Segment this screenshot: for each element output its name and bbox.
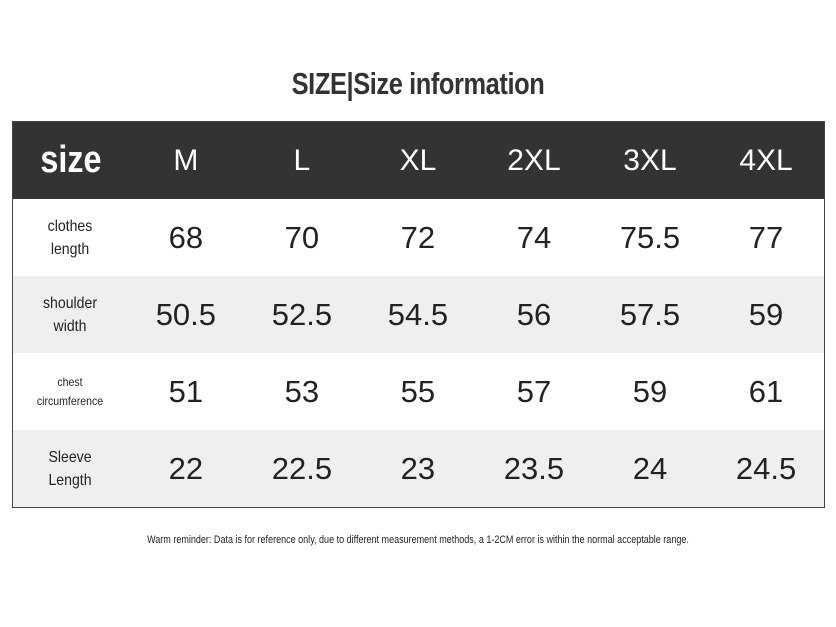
- note: Warm reminder: Data is for reference onl…: [147, 534, 689, 546]
- column-header: 3XL: [623, 143, 677, 177]
- size-table: size M L XL 2XL 3XL 4XL clothes length 68 70 72 74 7…: [12, 121, 825, 508]
- value-cell: 68: [168, 219, 204, 255]
- value-cell: 24: [632, 450, 668, 486]
- corner-label: size: [39, 139, 101, 181]
- column-header: M: [173, 143, 199, 177]
- row-label: chest circumference: [37, 374, 104, 408]
- column-header: XL: [399, 143, 437, 177]
- table-row: clothes length 68 70 72 74 75.5 77: [13, 199, 824, 276]
- value-cell: 53: [284, 373, 320, 409]
- row-label-cell: Sleeve Length: [13, 446, 128, 492]
- column-header: L: [293, 143, 311, 177]
- value-cell: 57.5: [619, 296, 681, 332]
- row-label-cell: shoulder width: [13, 292, 128, 338]
- value-cell: 77: [748, 219, 784, 255]
- row-label: Sleeve Length: [48, 448, 92, 489]
- title: SIZE|Size information: [291, 66, 545, 101]
- corner-cell: size: [13, 139, 128, 181]
- header-row: size M L XL 2XL 3XL 4XL: [13, 122, 824, 199]
- value-cell: 57: [516, 373, 552, 409]
- table-row: shoulder width 50.5 52.5 54.5 56 57.5 59: [13, 276, 824, 353]
- value-cell: 22: [168, 450, 204, 486]
- value-cell: 54.5: [387, 296, 449, 332]
- row-label: clothes length: [48, 217, 93, 258]
- column-header: 4XL: [739, 143, 793, 177]
- value-cell: 75.5: [619, 219, 681, 255]
- row-label-cell: chest circumference: [13, 373, 128, 411]
- value-cell: 23: [400, 450, 436, 486]
- value-cell: 59: [748, 296, 784, 332]
- row-label: shoulder width: [43, 294, 98, 335]
- value-cell: 59: [632, 373, 668, 409]
- row-label-cell: clothes length: [13, 215, 128, 261]
- value-cell: 72: [400, 219, 436, 255]
- value-cell: 52.5: [271, 296, 333, 332]
- value-cell: 74: [516, 219, 552, 255]
- value-cell: 24.5: [735, 450, 797, 486]
- value-cell: 22.5: [271, 450, 333, 486]
- value-cell: 56: [516, 296, 552, 332]
- value-cell: 70: [284, 219, 320, 255]
- value-cell: 51: [168, 373, 204, 409]
- value-cell: 50.5: [155, 296, 217, 332]
- value-cell: 23.5: [503, 450, 565, 486]
- column-header: 2XL: [507, 143, 561, 177]
- table-row: Sleeve Length 22 22.5 23 23.5 24 24.5: [13, 430, 824, 507]
- value-cell: 61: [748, 373, 784, 409]
- value-cell: 55: [400, 373, 436, 409]
- table-row: chest circumference 51 53 55 57 59 61: [13, 353, 824, 430]
